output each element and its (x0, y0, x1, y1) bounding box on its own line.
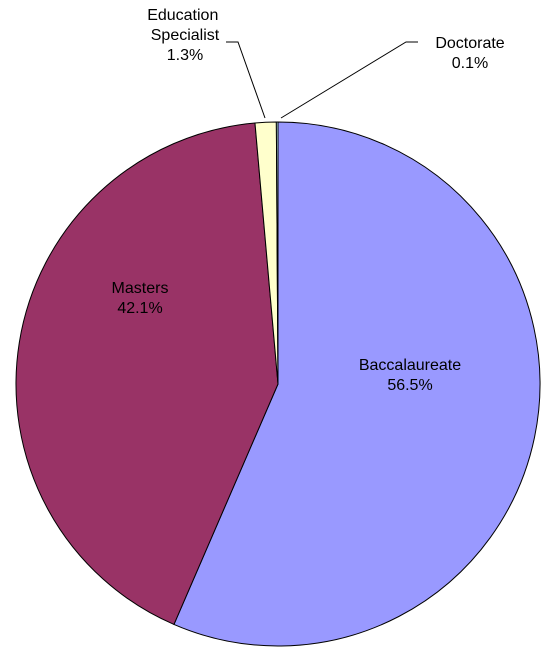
slice-label: Baccalaureate (359, 357, 461, 374)
slice-label: Doctorate (435, 35, 504, 52)
slice-value-label: 42.1% (117, 300, 162, 317)
pie-slice (173, 121, 541, 647)
slice-label-line: Specialist (151, 27, 220, 44)
pie-slice (275, 121, 279, 385)
pie-slice (15, 122, 279, 626)
slice-value-label: 0.1% (452, 55, 488, 72)
leader-line (226, 41, 266, 119)
slice-value-label: 56.5% (387, 377, 432, 394)
slices (15, 121, 541, 647)
slice-label: Masters (112, 280, 169, 297)
slice-label: Education Specialist (147, 7, 223, 44)
slice-label-line: Education (147, 7, 223, 24)
leader-line (280, 41, 418, 119)
slice-value-label: 1.3% (167, 47, 203, 64)
